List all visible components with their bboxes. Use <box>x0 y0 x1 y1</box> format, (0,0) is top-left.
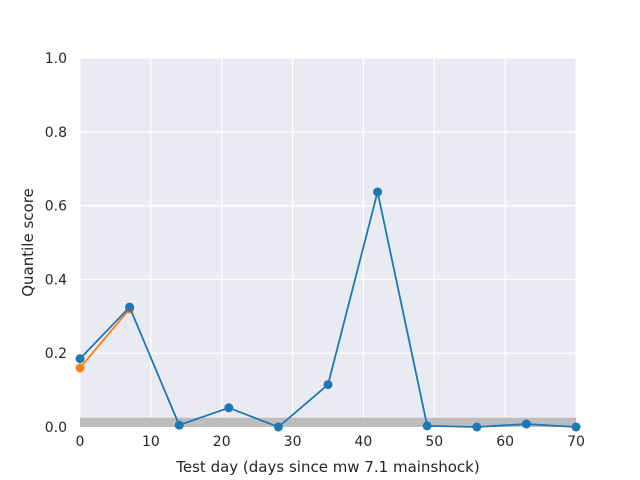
y-tick-label: 0.4 <box>45 272 67 288</box>
x-axis-label: Test day (days since mw 7.1 mainshock) <box>175 458 479 476</box>
series-1-point <box>125 302 135 312</box>
x-tick-label: 50 <box>425 434 443 450</box>
x-tick-label: 70 <box>567 434 585 450</box>
series-1-point <box>521 419 531 429</box>
x-tick-label: 20 <box>213 434 231 450</box>
x-tick-label: 30 <box>284 434 302 450</box>
series-0-line <box>79 308 131 369</box>
series-1-point <box>75 354 85 364</box>
series-1-point <box>472 422 482 432</box>
y-tick-label: 1.0 <box>45 51 67 67</box>
x-tick-labels: 0 10 20 30 40 50 60 70 <box>76 434 585 450</box>
x-tick-label: 0 <box>76 434 85 450</box>
series-1-point <box>373 187 383 197</box>
y-tick-label: 0.6 <box>45 199 67 215</box>
y-tick-label: 0.8 <box>45 125 67 141</box>
series-1-point <box>174 420 184 430</box>
series-0-point <box>75 363 85 373</box>
series-1-point <box>571 422 581 432</box>
y-tick-label: 0.2 <box>45 346 67 362</box>
y-tick-label: 0.0 <box>45 420 67 436</box>
series-1-point <box>422 421 432 431</box>
series-1-point <box>323 380 333 390</box>
x-tick-label: 40 <box>355 434 373 450</box>
x-tick-label: 60 <box>496 434 514 450</box>
grid-lines <box>79 57 577 428</box>
y-tick-labels: 0.0 0.2 0.4 0.6 0.8 1.0 <box>45 51 67 436</box>
series-group <box>75 187 581 432</box>
series-1-point <box>224 403 234 413</box>
x-tick-label: 10 <box>142 434 160 450</box>
series-1-point <box>273 422 283 432</box>
y-axis-label: Quantile score <box>19 188 37 297</box>
plot-background <box>80 58 576 427</box>
shaded-band <box>80 417 576 427</box>
